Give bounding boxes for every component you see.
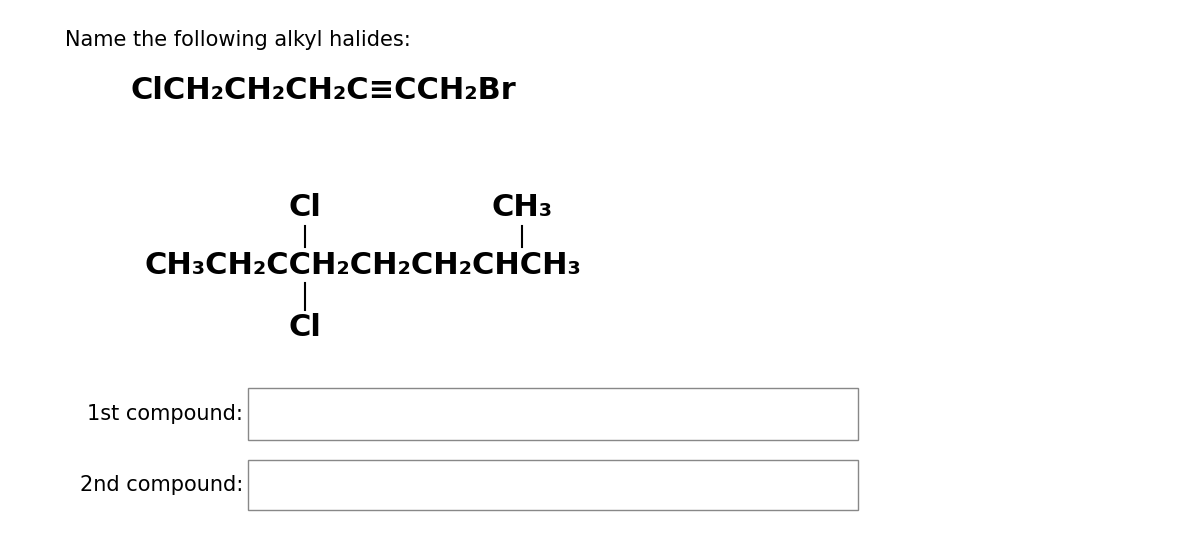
Text: 2nd compound:: 2nd compound: — [80, 475, 243, 495]
Text: Cl: Cl — [288, 314, 322, 343]
Text: 1st compound:: 1st compound: — [87, 404, 243, 424]
Text: CH₃CH₂CCH₂CH₂CH₂CHCH₃: CH₃CH₂CCH₂CH₂CH₂CHCH₃ — [145, 250, 582, 279]
Text: ClCH₂CH₂CH₂C≡CCH₂Br: ClCH₂CH₂CH₂C≡CCH₂Br — [130, 75, 515, 104]
Bar — [248, 388, 858, 440]
Text: Cl: Cl — [288, 194, 322, 223]
Text: CH₃: CH₃ — [492, 194, 553, 223]
Bar — [248, 460, 858, 510]
Text: Name the following alkyl halides:: Name the following alkyl halides: — [65, 30, 410, 50]
